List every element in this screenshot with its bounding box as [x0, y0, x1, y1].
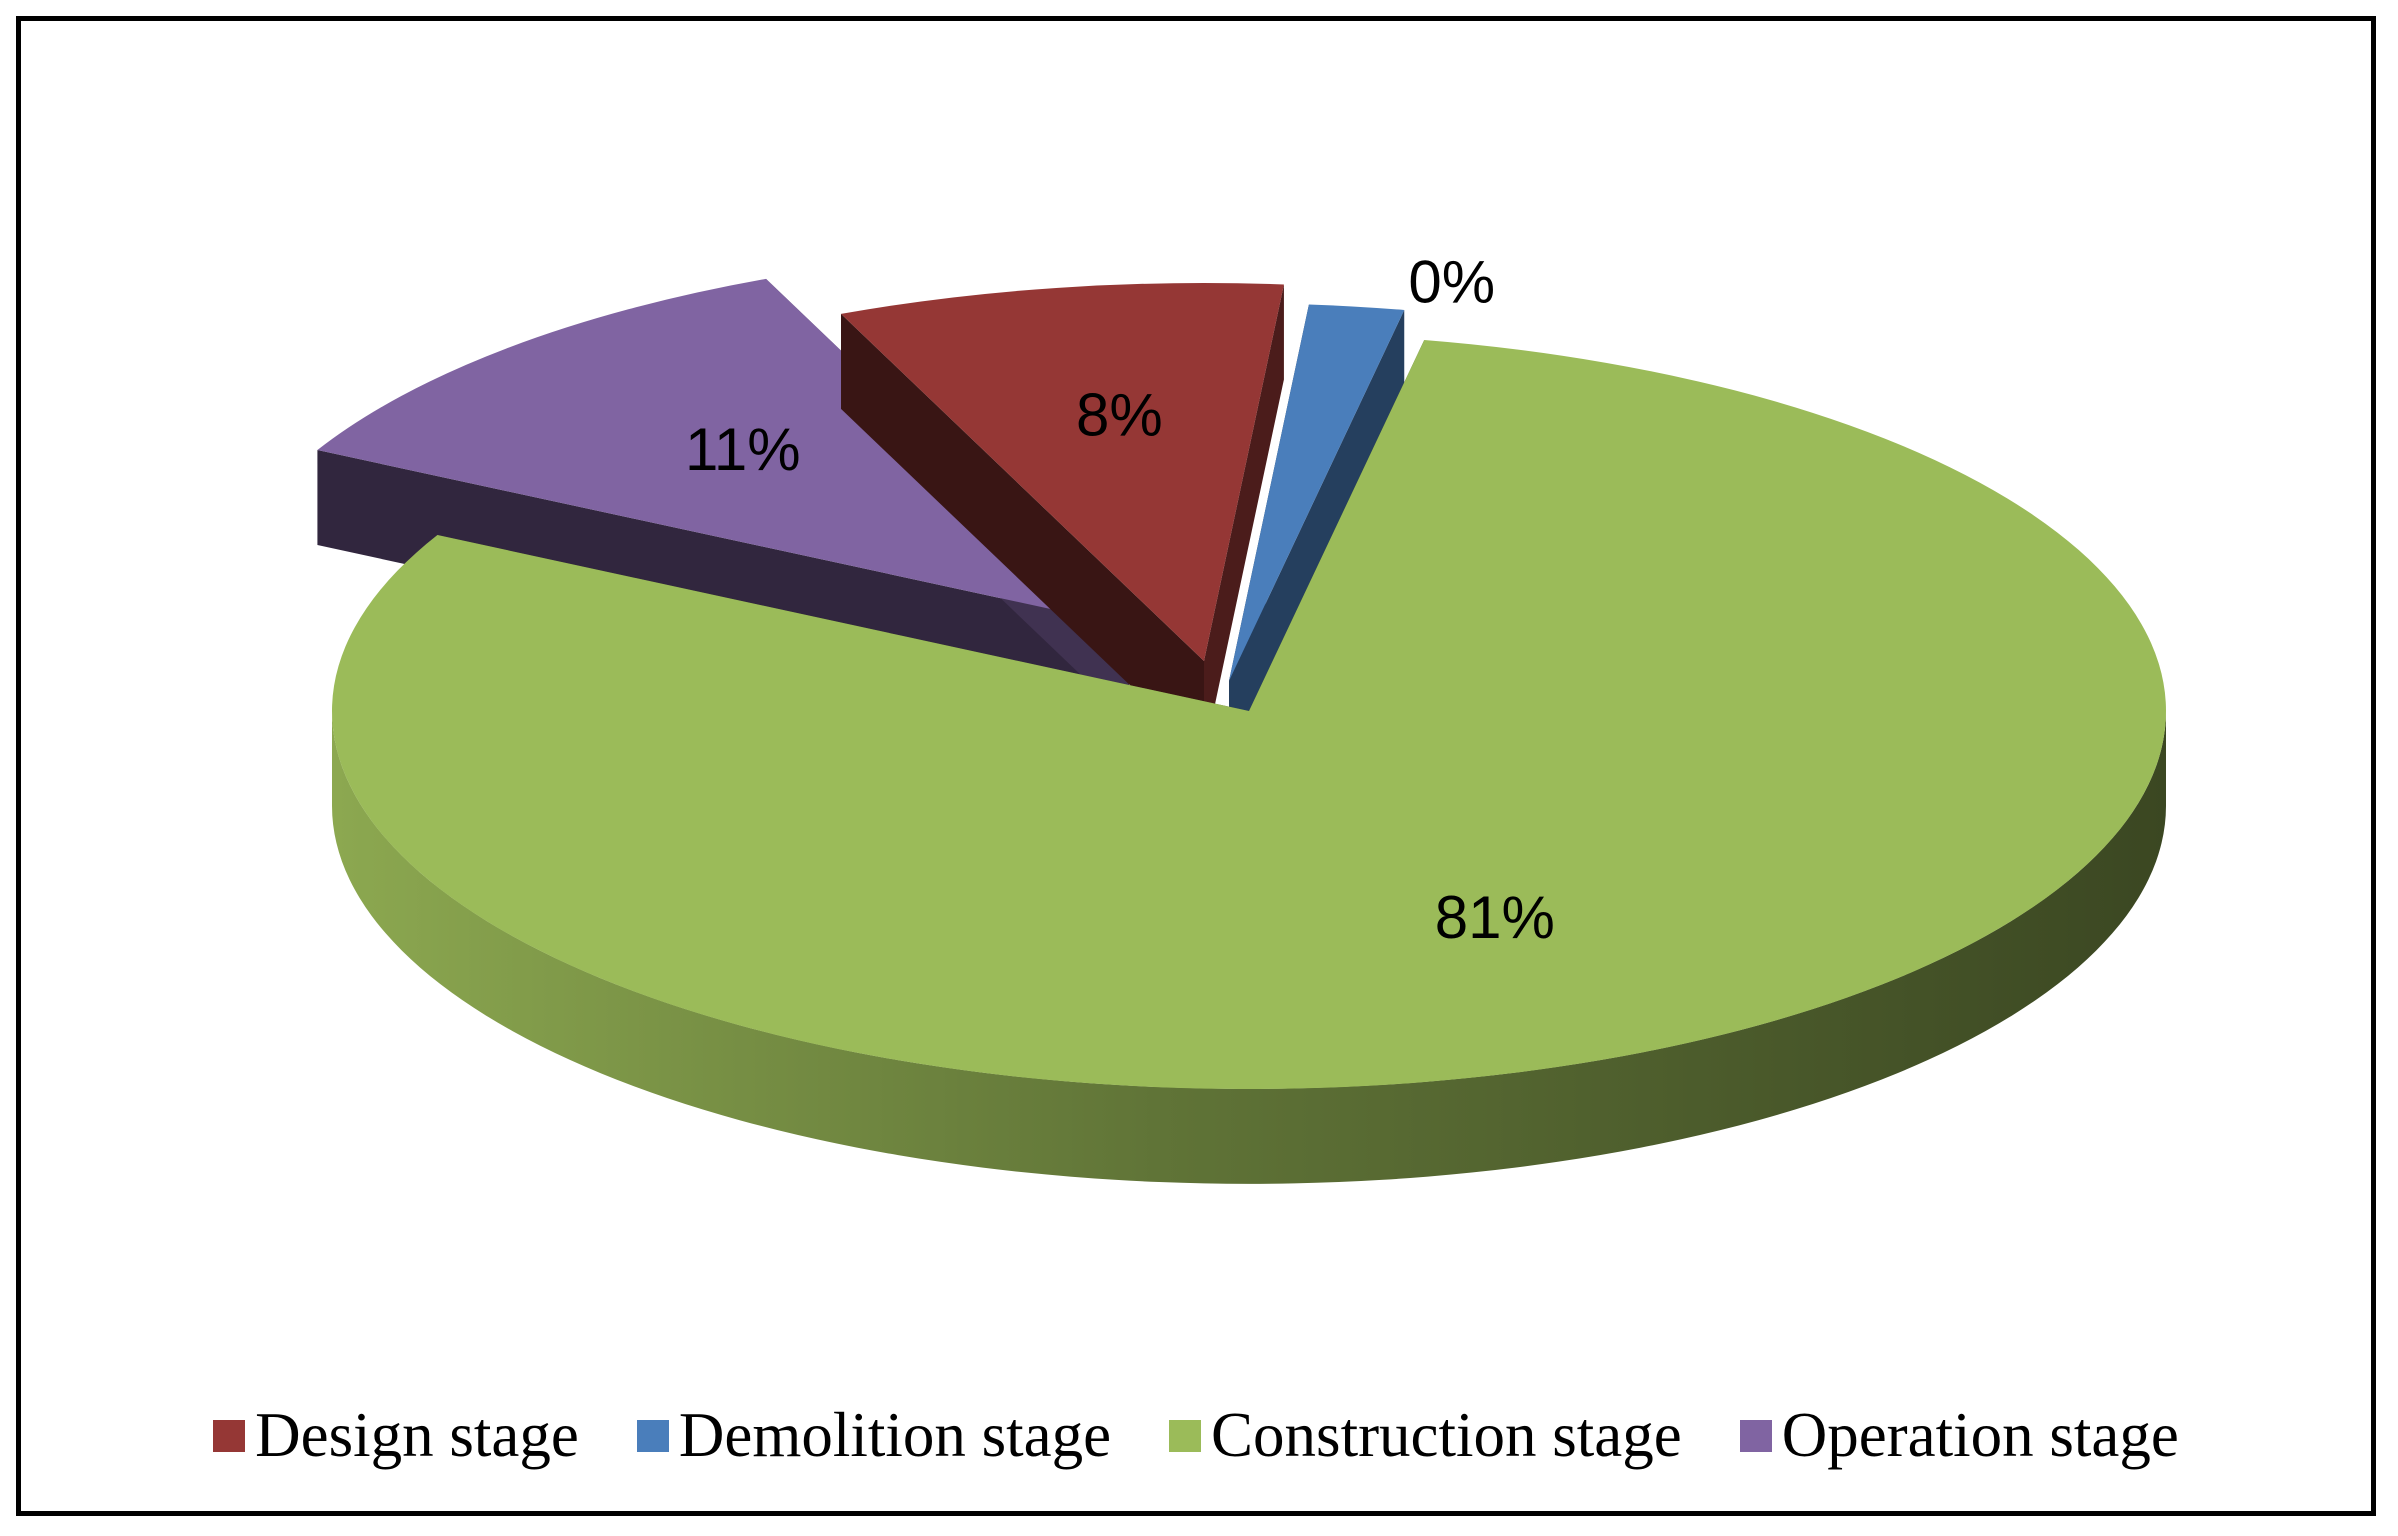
chart-frame: 11% 8% 0% 81% Design stage Demolition stage C… — [16, 16, 2376, 1516]
legend-label-operation: Operation stage — [1781, 1400, 2179, 1470]
slice-demolition-top — [1229, 304, 1405, 681]
legend-label-design: Design stage — [255, 1400, 579, 1470]
data-label-operation: 11% — [685, 416, 801, 483]
slice-design-cut-end — [1204, 284, 1284, 756]
legend-item-construction: Construction stage — [1169, 1399, 1682, 1472]
legend-label-demolition: Demolition stage — [678, 1400, 1112, 1470]
slice-demolition — [1229, 304, 1405, 776]
slice-demolition-cut-end — [1229, 309, 1405, 776]
pie-chart: 11% 8% 0% 81% — [317, 249, 2167, 1184]
legend-item-design: Design stage — [213, 1399, 579, 1472]
data-label-design: 8% — [1076, 381, 1163, 448]
data-label-construction: 81% — [1435, 884, 1555, 951]
legend-swatch-construction — [1169, 1419, 1202, 1452]
slice-construction-top — [331, 339, 2167, 1089]
data-label-demolition: 0% — [1408, 249, 1495, 316]
legend-swatch-demolition — [636, 1419, 669, 1452]
legend: Design stage Demolition stage Construction… — [21, 1399, 2371, 1472]
slice-construction — [331, 339, 2167, 1184]
slice-operation-top — [317, 278, 1129, 626]
slice-design-top — [841, 283, 1284, 661]
slice-design-cut-start — [841, 313, 1204, 756]
legend-swatch-design — [213, 1419, 246, 1452]
slice-design — [841, 283, 1284, 756]
slice-construction-side — [332, 711, 2166, 1184]
legend-item-demolition: Demolition stage — [636, 1399, 1112, 1472]
legend-label-construction: Construction stage — [1211, 1400, 1682, 1470]
legend-swatch-operation — [1739, 1419, 1772, 1452]
legend-item-operation: Operation stage — [1739, 1399, 2179, 1472]
